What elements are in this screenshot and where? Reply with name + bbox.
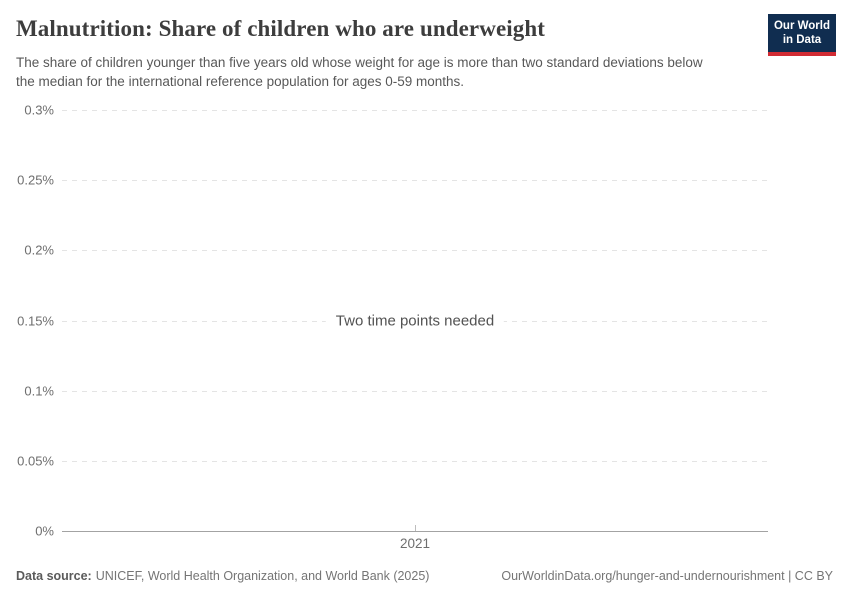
owid-logo-line2: in Data <box>782 34 822 47</box>
y-axis-tick-label: 0.25% <box>17 172 54 188</box>
gridline <box>62 460 768 462</box>
y-axis-tick-label: 0.1% <box>24 383 54 399</box>
y-axis-tick-label: 0% <box>35 523 54 539</box>
chart-plot-area: 0.3% 0.25% 0.2% 0.15% 0.1% 0.05% 0% Two … <box>17 103 768 551</box>
chart-subtitle: The share of children younger than five … <box>16 55 703 90</box>
page-title: Malnutrition: Share of children who are … <box>16 16 546 41</box>
owid-logo[interactable]: Our World in Data <box>768 14 836 56</box>
x-axis-line <box>62 531 768 532</box>
data-source-value: UNICEF, World Health Organization, and W… <box>95 569 430 583</box>
data-source-label: Data source: <box>16 569 92 583</box>
y-axis-tick-label: 0.05% <box>17 453 54 469</box>
chart-footer: Data source: UNICEF, World Health Organiz… <box>16 569 833 583</box>
y-axis-tick-label: 0.15% <box>17 313 54 328</box>
y-axis-tick-label: 0.3% <box>24 102 54 118</box>
data-source-line: Data source: UNICEF, World Health Organiz… <box>16 569 429 583</box>
gridline <box>62 180 768 182</box>
gridline <box>62 250 768 252</box>
owid-logo-line1: Our World <box>773 20 830 32</box>
attribution-link[interactable]: OurWorldinData.org/hunger-and-undernouri… <box>501 569 833 583</box>
empty-state-message: Two time points needed <box>325 310 505 331</box>
y-axis-tick-label: 0.2% <box>24 242 54 258</box>
x-axis-tick-mark <box>415 525 416 531</box>
x-axis-tick-label: 2021 <box>399 536 431 551</box>
gridline <box>62 390 768 392</box>
gridline <box>62 110 768 111</box>
